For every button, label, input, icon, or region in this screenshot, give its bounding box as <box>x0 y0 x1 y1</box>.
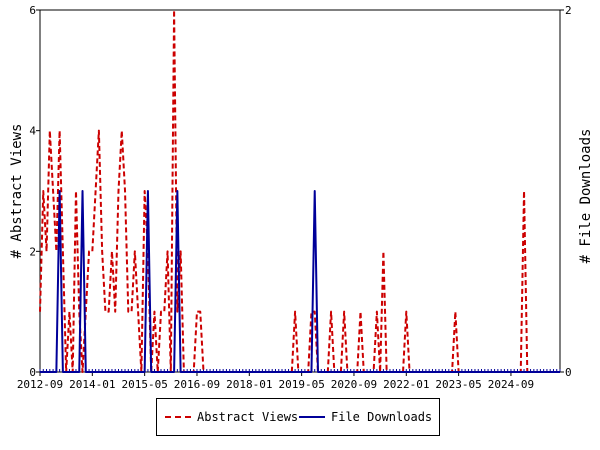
y-tick-label: 0 <box>29 366 36 379</box>
y-tick-label: 4 <box>29 125 36 138</box>
x-tick-label: 2015-05 <box>121 378 167 391</box>
y-axis-title: # Abstract Views <box>9 124 25 259</box>
x-tick-label: 2019-05 <box>278 378 324 391</box>
y2-axis-ticks: 02 <box>560 4 572 379</box>
x-axis-ticks: 2012-09 2014-01 2015-05 2016-09 2018-01 2019-… <box>17 372 534 391</box>
plot-area <box>39 9 561 373</box>
legend-item-abstract-views: Abstract Views <box>165 409 298 425</box>
legend-label-file-downloads: File Downloads <box>331 410 433 424</box>
legend: Abstract Views File Downloads <box>156 398 440 436</box>
series-line-file-downloads <box>40 190 560 373</box>
series-layer <box>39 9 560 373</box>
y-tick-label: 6 <box>29 4 36 17</box>
legend-label-abstract-views: Abstract Views <box>197 410 299 424</box>
legend-swatch-abstract-views <box>165 416 191 418</box>
legend-item-file-downloads: File Downloads <box>299 409 432 425</box>
y-tick-label: 2 <box>29 245 36 258</box>
y2-tick-label: 0 <box>565 366 572 379</box>
x-tick-label: 2023-05 <box>435 378 481 391</box>
x-tick-label: 2016-09 <box>174 378 220 391</box>
x-tick-label: 2020-09 <box>331 378 377 391</box>
x-tick-label: 2022-01 <box>383 378 429 391</box>
y2-axis-title: # File Downloads <box>578 129 594 264</box>
y2-tick-label: 2 <box>565 4 572 17</box>
x-tick-label: 2024-09 <box>488 378 534 391</box>
x-tick-label: 2014-01 <box>69 378 115 391</box>
x-tick-label: 2018-01 <box>226 378 272 391</box>
y-axis-ticks: 0 2 4 6 <box>29 4 40 379</box>
legend-swatch-file-downloads <box>299 416 325 418</box>
x-tick-label: 2012-09 <box>17 378 63 391</box>
